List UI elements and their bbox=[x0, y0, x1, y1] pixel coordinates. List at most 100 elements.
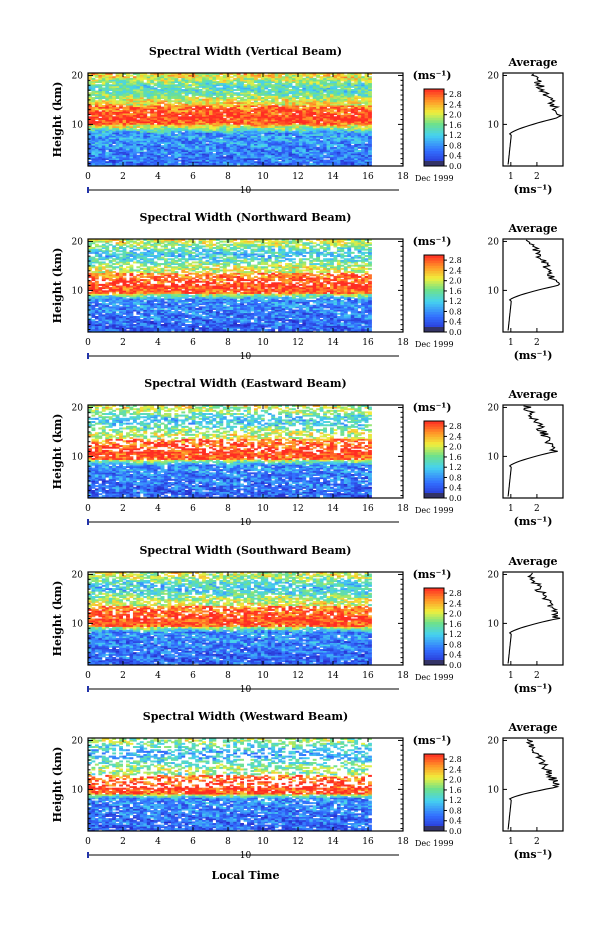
heatmap-cell bbox=[253, 74, 258, 77]
heatmap-cell bbox=[271, 90, 276, 93]
heatmap-cell bbox=[312, 93, 317, 96]
heatmap-cell bbox=[233, 146, 238, 149]
heatmap-cell bbox=[98, 161, 103, 164]
heatmap-cell bbox=[160, 111, 165, 114]
heatmap-cell bbox=[98, 92, 103, 95]
heatmap-cell bbox=[257, 109, 262, 112]
heatmap-cell bbox=[195, 125, 200, 128]
heatmap-cell bbox=[126, 141, 130, 144]
heatmap-cell bbox=[146, 116, 151, 119]
heatmap-cell bbox=[184, 106, 189, 109]
heatmap-cell bbox=[302, 137, 307, 140]
heatmap-cell bbox=[105, 135, 110, 138]
heatmap-cell bbox=[222, 133, 227, 136]
heatmap-cell bbox=[305, 328, 310, 331]
heatmap-cell bbox=[150, 85, 155, 88]
heatmap-cell bbox=[139, 89, 144, 92]
heatmap-cell bbox=[198, 111, 203, 114]
heatmap-cell bbox=[253, 113, 258, 116]
heatmap-cell bbox=[88, 325, 92, 328]
heatmap-cell bbox=[94, 113, 99, 116]
heatmap-cell bbox=[226, 153, 231, 156]
heatmap-cell bbox=[340, 101, 345, 104]
heatmap-cell bbox=[333, 328, 338, 331]
heatmap-cell bbox=[233, 73, 238, 75]
heatmap-cell bbox=[136, 109, 141, 112]
heatmap-cell bbox=[174, 77, 179, 80]
heatmap-cell bbox=[323, 95, 327, 98]
heatmap-cell bbox=[226, 148, 231, 151]
heatmap-cell bbox=[271, 325, 276, 328]
heatmap-cell bbox=[274, 93, 279, 96]
heatmap-cell bbox=[302, 84, 307, 87]
heatmap-cell bbox=[271, 140, 276, 143]
heatmap-cell bbox=[212, 85, 217, 88]
heatmap-cell bbox=[257, 95, 262, 98]
heatmap-cell bbox=[350, 127, 355, 130]
heatmap-cell bbox=[170, 90, 175, 93]
heatmap-cell bbox=[126, 103, 130, 106]
heatmap-cell bbox=[191, 92, 196, 95]
heatmap-cell bbox=[316, 137, 321, 140]
profile-frame bbox=[502, 72, 564, 167]
heatmap-cell bbox=[112, 122, 117, 125]
heatmap-cell bbox=[132, 98, 137, 101]
heatmap-cell bbox=[105, 119, 110, 122]
heatmap-cell bbox=[153, 133, 158, 136]
heatmap-cell bbox=[233, 327, 238, 330]
heatmap-cell bbox=[288, 161, 293, 164]
heatmap-cell bbox=[122, 124, 127, 127]
heatmap-cell bbox=[222, 119, 227, 122]
heatmap-cell bbox=[340, 129, 345, 132]
heatmap-cell bbox=[340, 143, 345, 146]
heatmap-cell bbox=[150, 117, 155, 120]
heatmap-cell bbox=[157, 133, 162, 136]
heatmap-cell bbox=[98, 328, 103, 331]
heatmap-cell bbox=[288, 113, 293, 116]
heatmap-cell bbox=[222, 125, 227, 128]
heatmap-cell bbox=[250, 122, 255, 125]
heatmap-cell bbox=[336, 103, 341, 106]
heatmap-cell bbox=[257, 90, 262, 93]
heatmap-cell bbox=[177, 98, 182, 101]
heatmap-cell bbox=[215, 74, 220, 77]
heatmap-cell bbox=[364, 328, 369, 331]
heatmap-cell bbox=[316, 85, 321, 88]
heatmap-cell bbox=[181, 114, 186, 117]
heatmap-cell bbox=[278, 328, 283, 331]
heatmap-cell bbox=[153, 106, 158, 109]
heatmap-cell bbox=[153, 119, 158, 122]
heatmap-cell bbox=[160, 77, 165, 80]
heatmap-cell bbox=[188, 156, 193, 159]
heatmap-cell bbox=[333, 149, 338, 152]
heatmap-cell bbox=[291, 89, 296, 92]
heatmap-cell bbox=[150, 330, 155, 333]
heatmap-cell bbox=[295, 82, 300, 85]
heatmap-cell bbox=[236, 92, 241, 95]
heatmap-cell bbox=[340, 130, 345, 133]
heatmap-cell bbox=[343, 81, 348, 84]
heatmap-cell bbox=[167, 97, 172, 100]
colorbar-tick-label: 1.6 bbox=[449, 121, 462, 130]
heatmap-cell bbox=[215, 113, 220, 116]
heatmap-cell bbox=[295, 84, 300, 87]
heatmap-cell bbox=[126, 125, 130, 128]
heatmap-cell bbox=[257, 148, 262, 151]
heatmap-cell bbox=[343, 108, 348, 111]
heatmap-cell bbox=[260, 127, 265, 130]
heatmap-cell bbox=[240, 81, 244, 84]
heatmap-cell bbox=[260, 151, 265, 154]
heatmap-cell bbox=[205, 79, 210, 82]
heatmap-cell bbox=[361, 162, 365, 165]
heatmap-cell bbox=[323, 148, 327, 151]
heatmap-cell bbox=[205, 157, 210, 160]
heatmap-cell bbox=[240, 93, 244, 96]
heatmap-cell bbox=[260, 103, 265, 106]
heatmap-cell bbox=[291, 137, 296, 140]
heatmap-cell bbox=[202, 79, 206, 82]
heatmap-cell bbox=[326, 108, 331, 111]
heatmap-cell bbox=[150, 79, 155, 82]
heatmap-cell bbox=[309, 111, 314, 114]
heatmap-cell bbox=[191, 121, 196, 124]
heatmap-cell bbox=[164, 90, 168, 93]
